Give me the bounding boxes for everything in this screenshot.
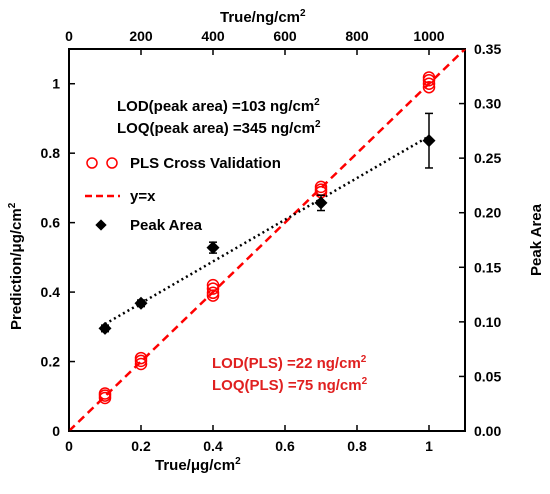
y-right-tick-label: 0.25 [474, 150, 501, 166]
x-top-tick-label: 600 [273, 28, 297, 44]
y-right-tick-label: 0.15 [474, 259, 501, 275]
legend-pls-marker [86, 157, 98, 169]
x-bottom-tick-label: 0.8 [347, 438, 367, 454]
peak-area-point [422, 134, 436, 148]
y-left-tick-label: 0.6 [41, 215, 61, 231]
peak-area-point [134, 296, 148, 310]
x-top-tick-label: 200 [129, 28, 153, 44]
x-top-tick-label: 0 [65, 28, 73, 44]
x-bottom-tick-label: 0 [65, 438, 73, 454]
y-right-tick-label: 0.30 [474, 96, 501, 112]
y-left-tick-label: 0.2 [41, 354, 61, 370]
loq-peak-area-text: LOQ(peak area) =345 ng/cm2 [117, 119, 321, 137]
lod-pls-text: LOD(PLS) =22 ng/cm2 [212, 354, 367, 372]
pls-point [98, 387, 112, 400]
pls-point [134, 351, 148, 365]
x-bottom-tick-label: 0.2 [131, 438, 151, 454]
y-left-tick-label: 0.8 [41, 145, 61, 161]
peak-area-point [314, 196, 328, 210]
x-bottom-tick-label: 0.4 [203, 438, 223, 454]
y-right-tick-label: 0.00 [474, 423, 501, 439]
peak-area-series [98, 112, 436, 335]
axis-ticks: 0 0.2 0.4 0.6 0.8 1 0 200 400 600 800 1000 0 0.2 0.4 0.… [41, 28, 502, 454]
pls-point [206, 282, 220, 295]
pls-point [422, 80, 436, 94]
legend: PLS Cross Validation y=x Peak Area [85, 155, 281, 234]
plot-frame [68, 48, 466, 432]
legend-peak-marker [95, 219, 107, 231]
x-top-tick-label: 800 [345, 28, 369, 44]
x-top-tick-label: 400 [201, 28, 225, 44]
pls-point [134, 357, 148, 371]
pls-point [206, 278, 220, 292]
y-right-tick-label: 0.10 [474, 314, 501, 330]
y-left-tick-label: 1 [52, 76, 60, 92]
x-top-axis-title: True/ng/cm2 [220, 8, 306, 26]
pls-point [314, 180, 328, 194]
y-right-tick-label: 0.20 [474, 205, 501, 221]
x-bottom-tick-label: 1 [425, 438, 433, 454]
legend-peak-label: Peak Area [130, 217, 203, 234]
peak-area-fit-line [104, 135, 430, 326]
x-bottom-tick-label: 0.6 [275, 438, 295, 454]
y-right-tick-label: 0.35 [474, 41, 501, 57]
y-right-axis-title: Peak Area [528, 203, 545, 276]
peak-area-point [206, 241, 220, 255]
pls-point [422, 71, 436, 84]
y-left-tick-label: 0.4 [41, 284, 61, 300]
pls-point [422, 77, 436, 90]
lod-peak-area-text: LOD(peak area) =103 ng/cm2 [117, 97, 320, 115]
legend-yx-label: y=x [130, 188, 156, 205]
x-bottom-axis-title: True/μg/cm2 [155, 456, 241, 474]
pls-point [314, 183, 328, 196]
legend-pls-marker [106, 157, 118, 169]
y-right-tick-label: 0.05 [474, 368, 501, 384]
peak-area-point [98, 321, 112, 335]
pls-series [98, 71, 436, 405]
y-left-tick-label: 0 [52, 423, 60, 439]
legend-pls-label: PLS Cross Validation [130, 155, 281, 172]
pls-point [206, 286, 220, 300]
y-left-axis-title: Prediction/μg/cm2 [7, 202, 25, 330]
loq-pls-text: LOQ(PLS) =75 ng/cm2 [212, 376, 368, 394]
y-equals-x-line [68, 48, 466, 432]
x-top-tick-label: 1000 [413, 28, 444, 44]
